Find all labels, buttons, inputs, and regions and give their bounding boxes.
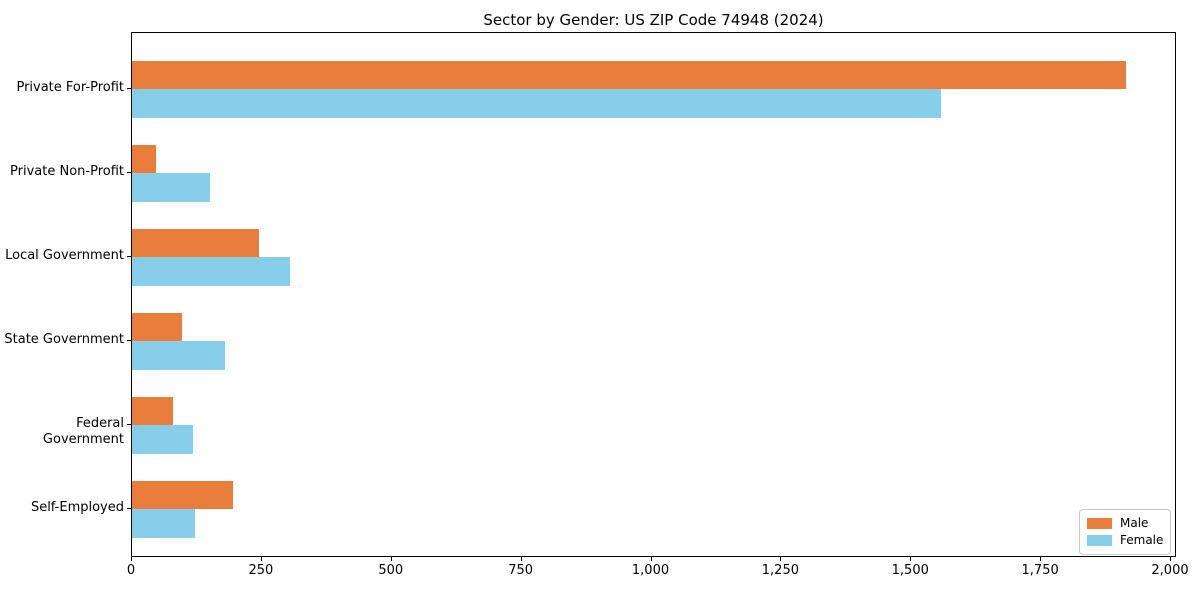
x-tick-label-250: 250	[248, 563, 274, 578]
x-tick-label-500: 500	[378, 563, 404, 578]
x-tick-label-750: 750	[508, 563, 534, 578]
y-tick-label-private-non-profit: Private Non-Profit	[10, 164, 124, 179]
y-tick-label-local-government: Local Government	[5, 248, 124, 263]
bar-female-local-government	[132, 257, 290, 286]
legend-label-female: Female	[1120, 533, 1164, 547]
bar-female-federal-government	[132, 425, 193, 454]
x-tick-mark	[260, 557, 262, 561]
y-tick-mark	[127, 256, 131, 257]
y-tick-mark	[127, 424, 131, 425]
plot-area	[131, 32, 1176, 557]
y-tick-mark	[127, 88, 131, 89]
x-tick-label-1-250: 1,250	[761, 563, 799, 578]
x-tick-mark	[910, 557, 912, 561]
y-tick-label-private-for-profit: Private For-Profit	[16, 80, 124, 95]
legend-entry-male: Male	[1087, 515, 1163, 532]
legend-swatch-female	[1087, 535, 1112, 546]
x-tick-mark	[780, 557, 782, 561]
y-tick-mark	[127, 340, 131, 341]
x-tick-label-1-750: 1,750	[1021, 563, 1059, 578]
x-tick-mark	[650, 557, 652, 561]
y-tick-mark	[127, 508, 131, 509]
chart-title: Sector by Gender: US ZIP Code 74948 (202…	[483, 11, 824, 29]
y-tick-label-federal-government: Federal Government	[42, 416, 124, 447]
y-tick-mark	[127, 172, 131, 173]
x-tick-mark	[1170, 557, 1171, 561]
bar-male-state-government	[132, 312, 182, 341]
bar-female-private-non-profit	[132, 173, 210, 202]
bar-male-local-government	[132, 228, 260, 257]
bar-female-self-employed	[132, 509, 195, 538]
bar-female-state-government	[132, 341, 225, 370]
legend-swatch-male	[1087, 518, 1112, 529]
x-tick-label-2-000: 2,000	[1151, 563, 1189, 578]
x-tick-label-1-500: 1,500	[891, 563, 929, 578]
y-tick-label-self-employed: Self-Employed	[30, 500, 124, 515]
bar-male-private-for-profit	[132, 60, 1126, 89]
x-tick-mark	[390, 557, 392, 561]
y-tick-label-state-government: State Government	[4, 332, 124, 347]
x-tick-mark	[1040, 557, 1042, 561]
x-tick-mark	[520, 557, 522, 561]
x-tick-mark	[131, 557, 132, 561]
bar-female-private-for-profit	[132, 89, 941, 118]
bar-male-private-non-profit	[132, 144, 156, 173]
legend: Male Female	[1079, 509, 1171, 555]
legend-entry-female: Female	[1087, 532, 1163, 549]
bar-male-federal-government	[132, 396, 174, 425]
legend-label-male: Male	[1120, 516, 1149, 530]
x-tick-label-1-000: 1,000	[631, 563, 670, 578]
bar-male-self-employed	[132, 480, 233, 509]
x-tick-label-0: 0	[126, 563, 136, 578]
